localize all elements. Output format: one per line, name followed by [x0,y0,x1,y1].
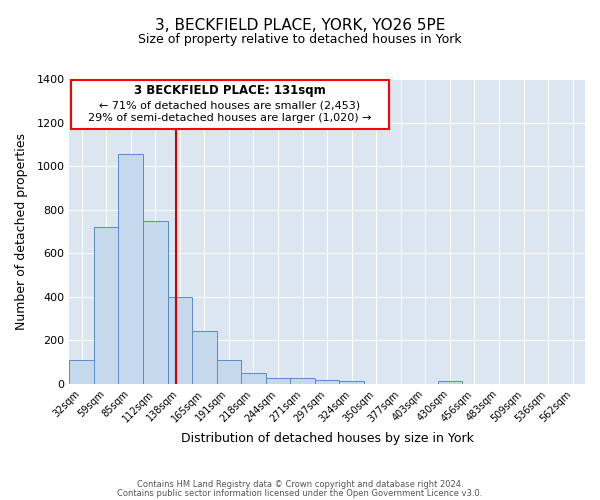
Bar [94,227,118,384]
Bar [143,221,167,384]
Bar [241,374,266,384]
Bar [70,360,94,384]
Text: ← 71% of detached houses are smaller (2,453): ← 71% of detached houses are smaller (2,… [99,100,360,110]
Bar [192,331,217,384]
Text: Contains HM Land Registry data © Crown copyright and database right 2024.: Contains HM Land Registry data © Crown c… [137,480,463,489]
Bar [437,382,462,384]
Text: 3, BECKFIELD PLACE, YORK, YO26 5PE: 3, BECKFIELD PLACE, YORK, YO26 5PE [155,18,445,32]
Y-axis label: Number of detached properties: Number of detached properties [15,133,28,330]
Bar [118,154,143,384]
Bar [290,378,315,384]
X-axis label: Distribution of detached houses by size in York: Distribution of detached houses by size … [181,432,473,445]
Bar [315,380,340,384]
FancyBboxPatch shape [71,80,389,129]
Text: 29% of semi-detached houses are larger (1,020) →: 29% of semi-detached houses are larger (… [88,113,371,123]
Bar [217,360,241,384]
Bar [167,297,192,384]
Text: Contains public sector information licensed under the Open Government Licence v3: Contains public sector information licen… [118,488,482,498]
Text: Size of property relative to detached houses in York: Size of property relative to detached ho… [138,32,462,46]
Bar [266,378,290,384]
Text: 3 BECKFIELD PLACE: 131sqm: 3 BECKFIELD PLACE: 131sqm [134,84,325,98]
Bar [340,380,364,384]
